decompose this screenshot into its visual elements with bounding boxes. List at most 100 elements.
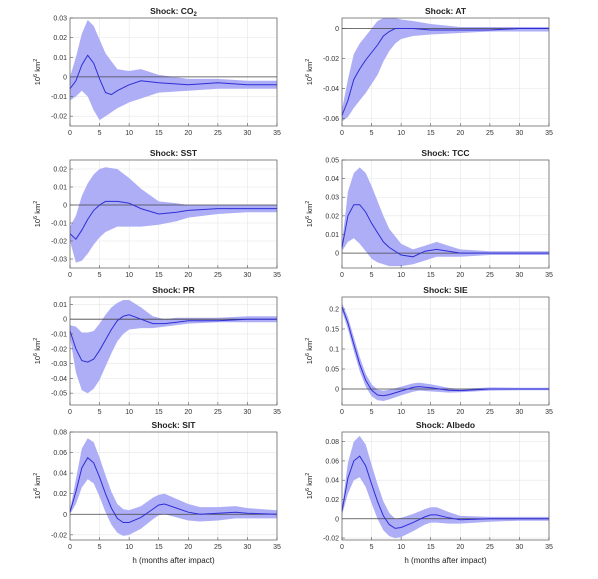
x-tick-label: 5 bbox=[370, 409, 374, 416]
y-axis-label-base: 10 bbox=[305, 219, 314, 227]
x-tick-label: 30 bbox=[516, 409, 524, 416]
y-tick-label: 0.05 bbox=[325, 158, 339, 165]
y-tick-label: 0.1 bbox=[329, 347, 339, 354]
y-axis-label-base: 10 bbox=[33, 356, 42, 364]
x-tick-label: 20 bbox=[184, 544, 192, 551]
x-tick-label: 30 bbox=[244, 272, 252, 279]
x-tick-label: 0 bbox=[340, 409, 344, 416]
y-axis-label: 106 km2 bbox=[305, 201, 314, 228]
y-tick-label: 0.04 bbox=[53, 471, 67, 478]
y-axis-label-exponent: 6 bbox=[33, 216, 39, 219]
y-axis-label-unit-exponent: 2 bbox=[305, 201, 311, 204]
y-axis-label: 106 km2 bbox=[305, 59, 314, 86]
x-tick-label: 0 bbox=[68, 130, 72, 137]
confidence-band bbox=[342, 435, 549, 539]
chart-panel-1: 0 5 10 15 20 25 30 35 -0.06 -0.04 -0.02 0 Shock: AT 1… bbox=[305, 6, 553, 137]
confidence-band bbox=[70, 167, 277, 263]
y-axis-label-base: 10 bbox=[305, 77, 314, 85]
x-tick-label: 10 bbox=[397, 272, 405, 279]
x-tick-label: 30 bbox=[516, 130, 524, 137]
x-tick-label: 20 bbox=[184, 130, 192, 137]
y-axis-label-base: 10 bbox=[305, 491, 314, 499]
x-tick-label: 30 bbox=[516, 544, 524, 551]
x-tick-label: 25 bbox=[214, 130, 222, 137]
axes-box bbox=[341, 17, 550, 127]
y-axis-label-exponent: 6 bbox=[33, 74, 39, 77]
y-axis-label-unit: km bbox=[33, 476, 42, 488]
response-line bbox=[69, 314, 277, 363]
y-tick-label: 0.02 bbox=[325, 213, 339, 220]
x-tick-label: 10 bbox=[397, 130, 405, 137]
y-tick-label: -0.04 bbox=[323, 86, 339, 93]
x-tick-label: 10 bbox=[125, 409, 133, 416]
y-tick-label: 0.01 bbox=[53, 185, 67, 192]
y-tick-label: 0 bbox=[335, 26, 339, 33]
chart-title-text: Shock: TCC bbox=[421, 148, 469, 158]
chart-panel-5: 0 5 10 15 20 25 30 35 0 0.05 0.1 0.15 0.2 Shock: SIE 1… bbox=[305, 285, 553, 416]
x-tick-label: 25 bbox=[214, 272, 222, 279]
x-tick-label: 0 bbox=[340, 130, 344, 137]
x-tick-label: 30 bbox=[244, 544, 252, 551]
confidence-band bbox=[70, 438, 277, 536]
y-tick-label: 0.01 bbox=[325, 232, 339, 239]
y-tick-label: -0.01 bbox=[51, 94, 67, 101]
axes-box bbox=[341, 431, 550, 541]
y-axis-label: 106 km2 bbox=[305, 473, 314, 500]
y-axis-label-unit-exponent: 2 bbox=[33, 473, 39, 476]
y-tick-label: 0.05 bbox=[325, 367, 339, 374]
response-line bbox=[69, 456, 278, 523]
x-tick-label: 20 bbox=[456, 130, 464, 137]
axes-box bbox=[341, 159, 550, 269]
x-tick-label: 30 bbox=[516, 272, 524, 279]
chart-title: Shock: SIE bbox=[423, 285, 468, 295]
y-axis-label-exponent: 6 bbox=[305, 488, 311, 491]
x-tick-label: 25 bbox=[486, 409, 494, 416]
axes-box bbox=[69, 296, 278, 406]
y-tick-label: 0.02 bbox=[53, 167, 67, 174]
y-axis-label-unit-exponent: 2 bbox=[305, 338, 311, 341]
y-tick-label: -0.03 bbox=[51, 361, 67, 368]
y-tick-label: -0.02 bbox=[51, 532, 67, 539]
y-tick-label: 0.02 bbox=[325, 497, 339, 504]
y-tick-label: -0.02 bbox=[51, 239, 67, 246]
x-tick-label: 35 bbox=[273, 272, 281, 279]
y-axis-label-exponent: 6 bbox=[33, 488, 39, 491]
y-tick-label: 0.06 bbox=[53, 450, 67, 457]
y-tick-label: 0.04 bbox=[325, 478, 339, 485]
x-tick-label: 10 bbox=[125, 130, 133, 137]
y-tick-label: 0 bbox=[63, 317, 67, 324]
y-tick-label: 0 bbox=[335, 387, 339, 394]
confidence-band bbox=[342, 167, 549, 267]
x-tick-label: 35 bbox=[545, 409, 553, 416]
response-line bbox=[341, 28, 549, 116]
chart-title: Shock: SST bbox=[150, 148, 198, 158]
x-tick-label: 5 bbox=[98, 544, 102, 551]
x-tick-label: 25 bbox=[486, 130, 494, 137]
x-tick-label: 35 bbox=[273, 409, 281, 416]
y-axis-label-unit: km bbox=[305, 476, 314, 488]
y-tick-label: 0.08 bbox=[53, 430, 67, 437]
x-tick-label: 20 bbox=[456, 409, 464, 416]
axes-box bbox=[69, 17, 278, 127]
y-axis-label-unit: km bbox=[305, 204, 314, 216]
y-tick-label: 0.01 bbox=[53, 55, 67, 62]
y-axis-label: 106 km2 bbox=[305, 338, 314, 365]
y-axis-label-exponent: 6 bbox=[305, 216, 311, 219]
chart-title: Shock: Albedo bbox=[416, 420, 475, 430]
chart-panel-0: 0 5 10 15 20 25 30 35 -0.02 -0.01 0 0.01 0.02 0.03 Sho… bbox=[33, 6, 281, 137]
x-tick-label: 15 bbox=[155, 409, 163, 416]
x-tick-label: 10 bbox=[397, 409, 405, 416]
x-tick-label: 10 bbox=[125, 544, 133, 551]
confidence-band bbox=[342, 303, 549, 401]
chart-panel-4: 0 5 10 15 20 25 30 35-0.05-0.04-0.03-0.02-0.010… bbox=[33, 285, 281, 416]
x-tick-label: 30 bbox=[244, 409, 252, 416]
y-tick-label: -0.04 bbox=[51, 376, 67, 383]
x-tick-label: 35 bbox=[545, 544, 553, 551]
chart-panel-6: 0 5 10 15 20 25 30 35-0.0200.020.040.060.08Shoc… bbox=[33, 420, 281, 551]
y-axis-label-base: 10 bbox=[33, 491, 42, 499]
y-axis-label-unit: km bbox=[33, 62, 42, 74]
y-axis-label-exponent: 6 bbox=[305, 353, 311, 356]
x-tick-label: 15 bbox=[427, 409, 435, 416]
y-tick-label: -0.02 bbox=[323, 536, 339, 543]
